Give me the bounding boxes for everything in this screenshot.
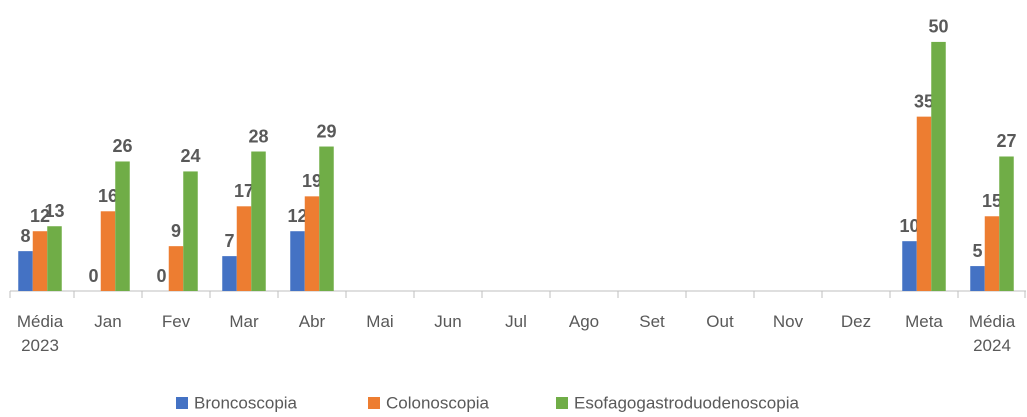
data-label: 7 [224, 231, 234, 251]
bar [47, 226, 62, 291]
data-label: 17 [234, 181, 254, 201]
bar [984, 216, 1000, 291]
legend-label: Broncoscopia [194, 393, 298, 412]
data-label: 50 [928, 17, 948, 37]
bar [319, 146, 334, 291]
bar [304, 196, 320, 291]
x-tick-label: Ago [568, 312, 600, 331]
x-tick-label: Mar [229, 312, 259, 331]
data-label: 8 [20, 226, 30, 246]
data-label: 27 [996, 131, 1016, 151]
x-tick-label: Média 2023 [16, 312, 64, 355]
bar [251, 151, 266, 291]
data-label: 0 [88, 266, 98, 286]
data-label: 12 [287, 206, 307, 226]
data-label: 26 [112, 136, 132, 156]
data-label: 24 [180, 146, 200, 166]
data-label: 13 [44, 201, 64, 221]
bar [970, 266, 985, 291]
x-tick-label: Abr [298, 312, 326, 331]
bar [18, 251, 33, 291]
legend-swatch [176, 397, 188, 409]
bar [183, 171, 198, 291]
data-label: 12 [30, 206, 50, 226]
bar [236, 206, 252, 291]
x-tick-label: Jun [434, 312, 462, 331]
x-tick-label: Set [639, 312, 665, 331]
x-tick-label: Dez [840, 312, 872, 331]
bar [931, 41, 946, 292]
x-tick-label: Nov [772, 312, 804, 331]
bar [999, 156, 1014, 291]
x-tick-label: Média 2024 [968, 312, 1016, 355]
bar [902, 241, 917, 291]
legend-label: Colonoscopia [386, 393, 490, 412]
bar [100, 211, 116, 291]
data-label: 29 [316, 121, 336, 141]
bar [290, 231, 305, 291]
data-label: 28 [248, 126, 268, 146]
bar [168, 246, 184, 291]
bar [916, 116, 932, 292]
x-tick-label: Out [706, 312, 734, 331]
legend-swatch [368, 397, 380, 409]
bar [115, 161, 130, 291]
data-label: 0 [156, 266, 166, 286]
data-label: 35 [914, 91, 934, 111]
data-label: 15 [982, 191, 1002, 211]
data-label: 19 [302, 171, 322, 191]
legend-swatch [556, 397, 568, 409]
x-tick-label: Fev [161, 312, 191, 331]
data-label: 16 [98, 186, 118, 206]
legend-label: Esofagogastroduodenoscopia [574, 393, 799, 412]
bar [222, 256, 237, 291]
x-tick-label: Jul [505, 312, 527, 331]
bar [32, 231, 48, 291]
x-tick-label: Meta [905, 312, 943, 331]
data-label: 5 [972, 241, 982, 261]
data-label: 9 [171, 221, 181, 241]
x-tick-label: Jan [94, 312, 122, 331]
data-label: 10 [899, 216, 919, 236]
x-tick-label: Mai [366, 312, 394, 331]
